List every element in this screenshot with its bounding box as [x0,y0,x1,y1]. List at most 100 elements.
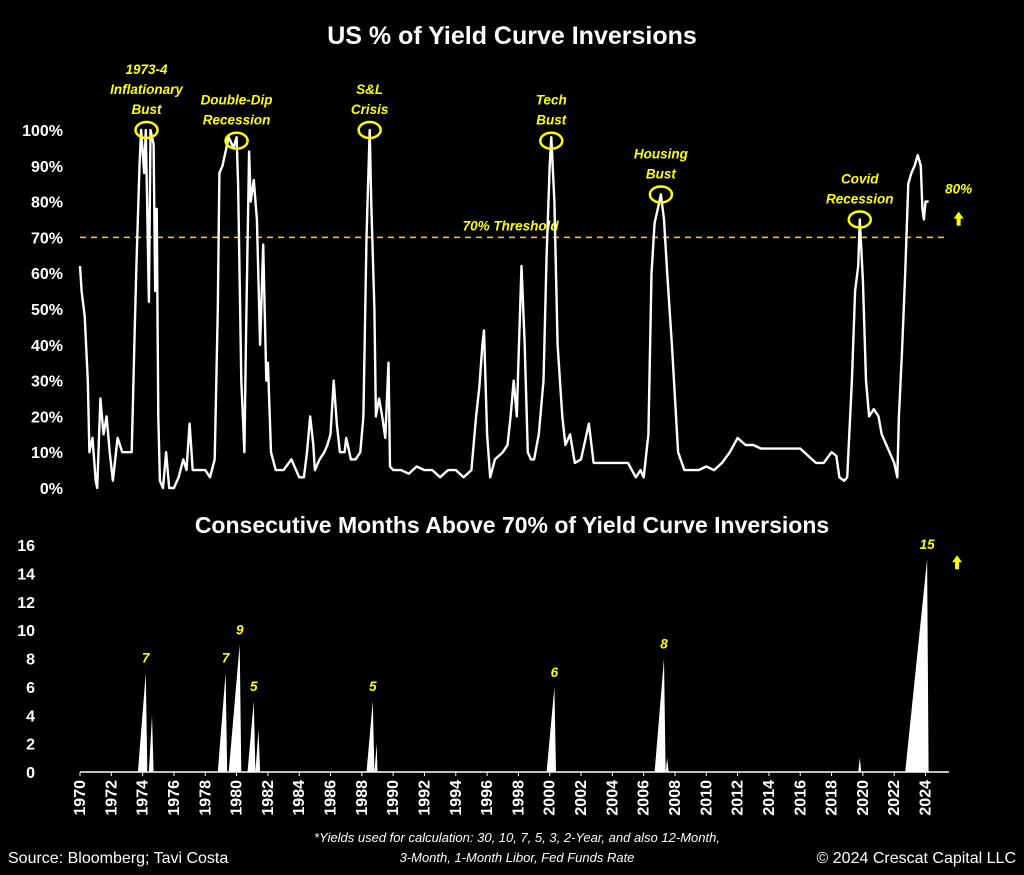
annotation-label: Double-Dip [201,93,273,108]
note-line-1: *Yields used for calculation: 30, 10, 7,… [314,830,720,845]
x-tick-label: 1974 [135,780,152,816]
spike-label: 9 [236,622,244,637]
note-line-2: 3-Month, 1-Month Libor, Fed Funds Rate [400,850,635,865]
x-tick-label: 1986 [323,780,340,816]
spike [255,729,261,772]
x-tick-label: 1988 [354,780,371,816]
top-chart-title: US % of Yield Curve Inversions [327,22,697,50]
annotation-label: Bust [132,102,163,117]
top-y-axis: 0% 10% 20% 30% 40% 50% 60% 70% 80% 90% 100% [22,123,63,498]
top-y-tick-label: 80% [31,195,63,212]
spike-label: 5 [250,679,258,694]
x-tick-label: 2000 [542,780,559,816]
x-tick-label: 2004 [604,780,621,816]
annotation-circle [134,120,159,140]
threshold-label: 70% Threshold [463,218,560,233]
spike-label: 6 [551,665,559,680]
spike [858,757,862,772]
bottom-y-tick-label: 14 [17,566,35,583]
recession-annotations: 1973-4 Inflationary Bust Double-Dip Recessio… [110,62,894,229]
top-y-tick-label: 30% [31,374,63,391]
x-tick-label: 1980 [229,780,246,816]
x-tick-label: 1976 [166,780,183,816]
x-tick-label: 2002 [573,780,590,816]
spike-label: 7 [222,651,231,666]
bottom-y-tick-label: 4 [26,708,35,725]
spike [374,743,378,772]
annotation-circle [224,131,249,150]
x-tick-label: 1970 [72,780,89,816]
consecutive-months-spikes [137,559,929,772]
x-tick-label: 2012 [730,780,747,816]
x-tick-label: 2018 [824,780,841,816]
x-tick-label: 2020 [855,780,872,816]
annotation-label: 1973-4 [126,62,169,77]
spike [665,757,669,772]
annotation-circle [357,120,382,140]
spike [217,672,228,772]
annotation-label: Bust [646,166,677,181]
x-tick-label: 2024 [918,780,935,816]
top-y-tick-label: 20% [31,409,63,426]
annotation-label: Recession [826,192,894,207]
top-y-tick-label: 100% [22,123,63,140]
top-y-tick-label: 40% [31,338,63,355]
bottom-y-tick-label: 12 [17,595,35,612]
x-tick-label: 1994 [448,780,465,816]
annotation-label: Inflationary [110,82,184,97]
x-tick-label: 1990 [385,780,402,816]
x-tick-label: 1992 [416,780,433,816]
spike [247,701,256,772]
spike-label: 8 [660,637,668,652]
annotation-label: Crisis [351,102,389,117]
spike [148,715,154,772]
spike [137,672,148,772]
bottom-y-tick-label: 2 [26,737,35,754]
inversion-line [78,128,929,490]
annotation-label: Bust [536,113,567,128]
annotation-label: Tech [536,93,567,108]
latest-value-label: 80% [945,182,972,197]
bottom-y-tick-label: 8 [26,652,35,669]
spike [228,644,242,772]
bottom-chart-title: Consecutive Months Above 70% of Yield Cu… [195,512,829,538]
top-y-tick-label: 10% [31,445,63,462]
bottom-y-tick-label: 16 [17,538,35,555]
spike [366,701,375,772]
up-arrow-icon [952,555,963,570]
copyright-text: © 2024 Crescat Capital LLC [817,850,1016,867]
annotation-label: Recession [203,113,271,128]
x-tick-label: 1972 [103,780,120,816]
annotation-label: Housing [634,146,689,161]
spike-label: 7 [142,651,151,666]
spike [654,658,666,772]
top-y-tick-label: 0% [40,481,63,498]
x-tick-label: 1998 [510,780,527,816]
bottom-y-tick-label: 6 [26,680,35,697]
top-y-tick-label: 90% [31,159,63,176]
spike [905,559,929,772]
annotation-circle [648,185,674,204]
annotation-label: S&L [356,82,383,97]
x-tick-label: 1984 [291,780,308,816]
bottom-y-tick-label: 10 [17,623,35,640]
x-tick-label: 2006 [636,780,653,816]
x-tick-label: 1978 [197,780,214,816]
x-tick-label: 1996 [479,780,496,816]
bottom-y-axis: 0 2 4 6 8 10 12 14 16 [17,538,35,782]
x-tick-label: 2010 [698,780,715,816]
top-y-tick-label: 70% [31,230,63,247]
spike-label: 15 [920,537,936,552]
annotation-circle [847,210,873,229]
x-tick-label: 1982 [260,780,277,816]
annotation-label: Covid [841,172,879,187]
x-tick-label: 2008 [667,780,684,816]
up-arrow-icon [953,211,964,226]
source-text: Source: Bloomberg; Tavi Costa [8,850,228,867]
x-tick-label: 2014 [761,780,778,816]
bottom-y-tick-label: 0 [26,765,35,782]
top-y-tick-label: 50% [31,302,63,319]
spike-label: 5 [369,679,377,694]
